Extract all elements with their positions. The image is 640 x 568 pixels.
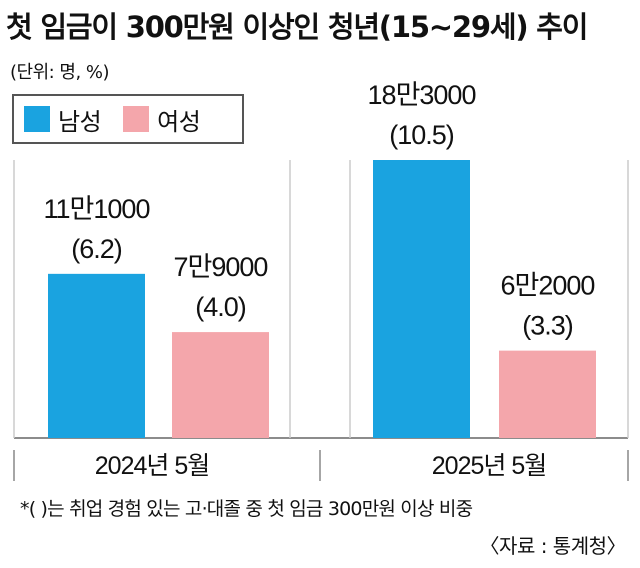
bar-female-1: [499, 350, 596, 438]
bar-value-label: (3.3): [522, 311, 573, 341]
bar-count-label: 6만2000: [501, 271, 595, 301]
legend-swatch-male: [24, 106, 50, 132]
bar-count-label: 18만3000: [368, 80, 476, 110]
bar-male-1: [373, 160, 470, 438]
legend-swatch-female: [123, 106, 150, 132]
bar-female-0: [172, 332, 269, 438]
legend-label-male: 남성: [58, 107, 102, 136]
legend-item-male: 남성: [24, 102, 102, 137]
bar-count-label: 7만9000: [174, 252, 268, 282]
legend-label-female: 여성: [157, 107, 201, 136]
unit-note: (단위: 명, %): [10, 62, 110, 83]
bar-male-0: [48, 273, 145, 438]
legend-item-female: 여성: [123, 102, 201, 137]
category-label: 2025년 5월: [432, 452, 546, 480]
bar-value-label: (10.5): [389, 120, 454, 150]
category-label: 2024년 5월: [95, 452, 209, 480]
source-note: 〈자료 : 통계청〉: [479, 534, 627, 558]
footnote: *( )는 취업 경험 있는 고·대졸 중 첫 임금 300만원 이상 비중: [20, 498, 473, 520]
bar-count-label: 11만1000: [44, 194, 150, 224]
chart-title: 첫 임금이 300만원 이상인 청년(15~29세) 추이: [6, 10, 588, 44]
bar-value-label: (4.0): [195, 292, 246, 322]
legend: 남성 여성: [12, 94, 244, 144]
bar-value-label: (6.2): [71, 234, 122, 264]
